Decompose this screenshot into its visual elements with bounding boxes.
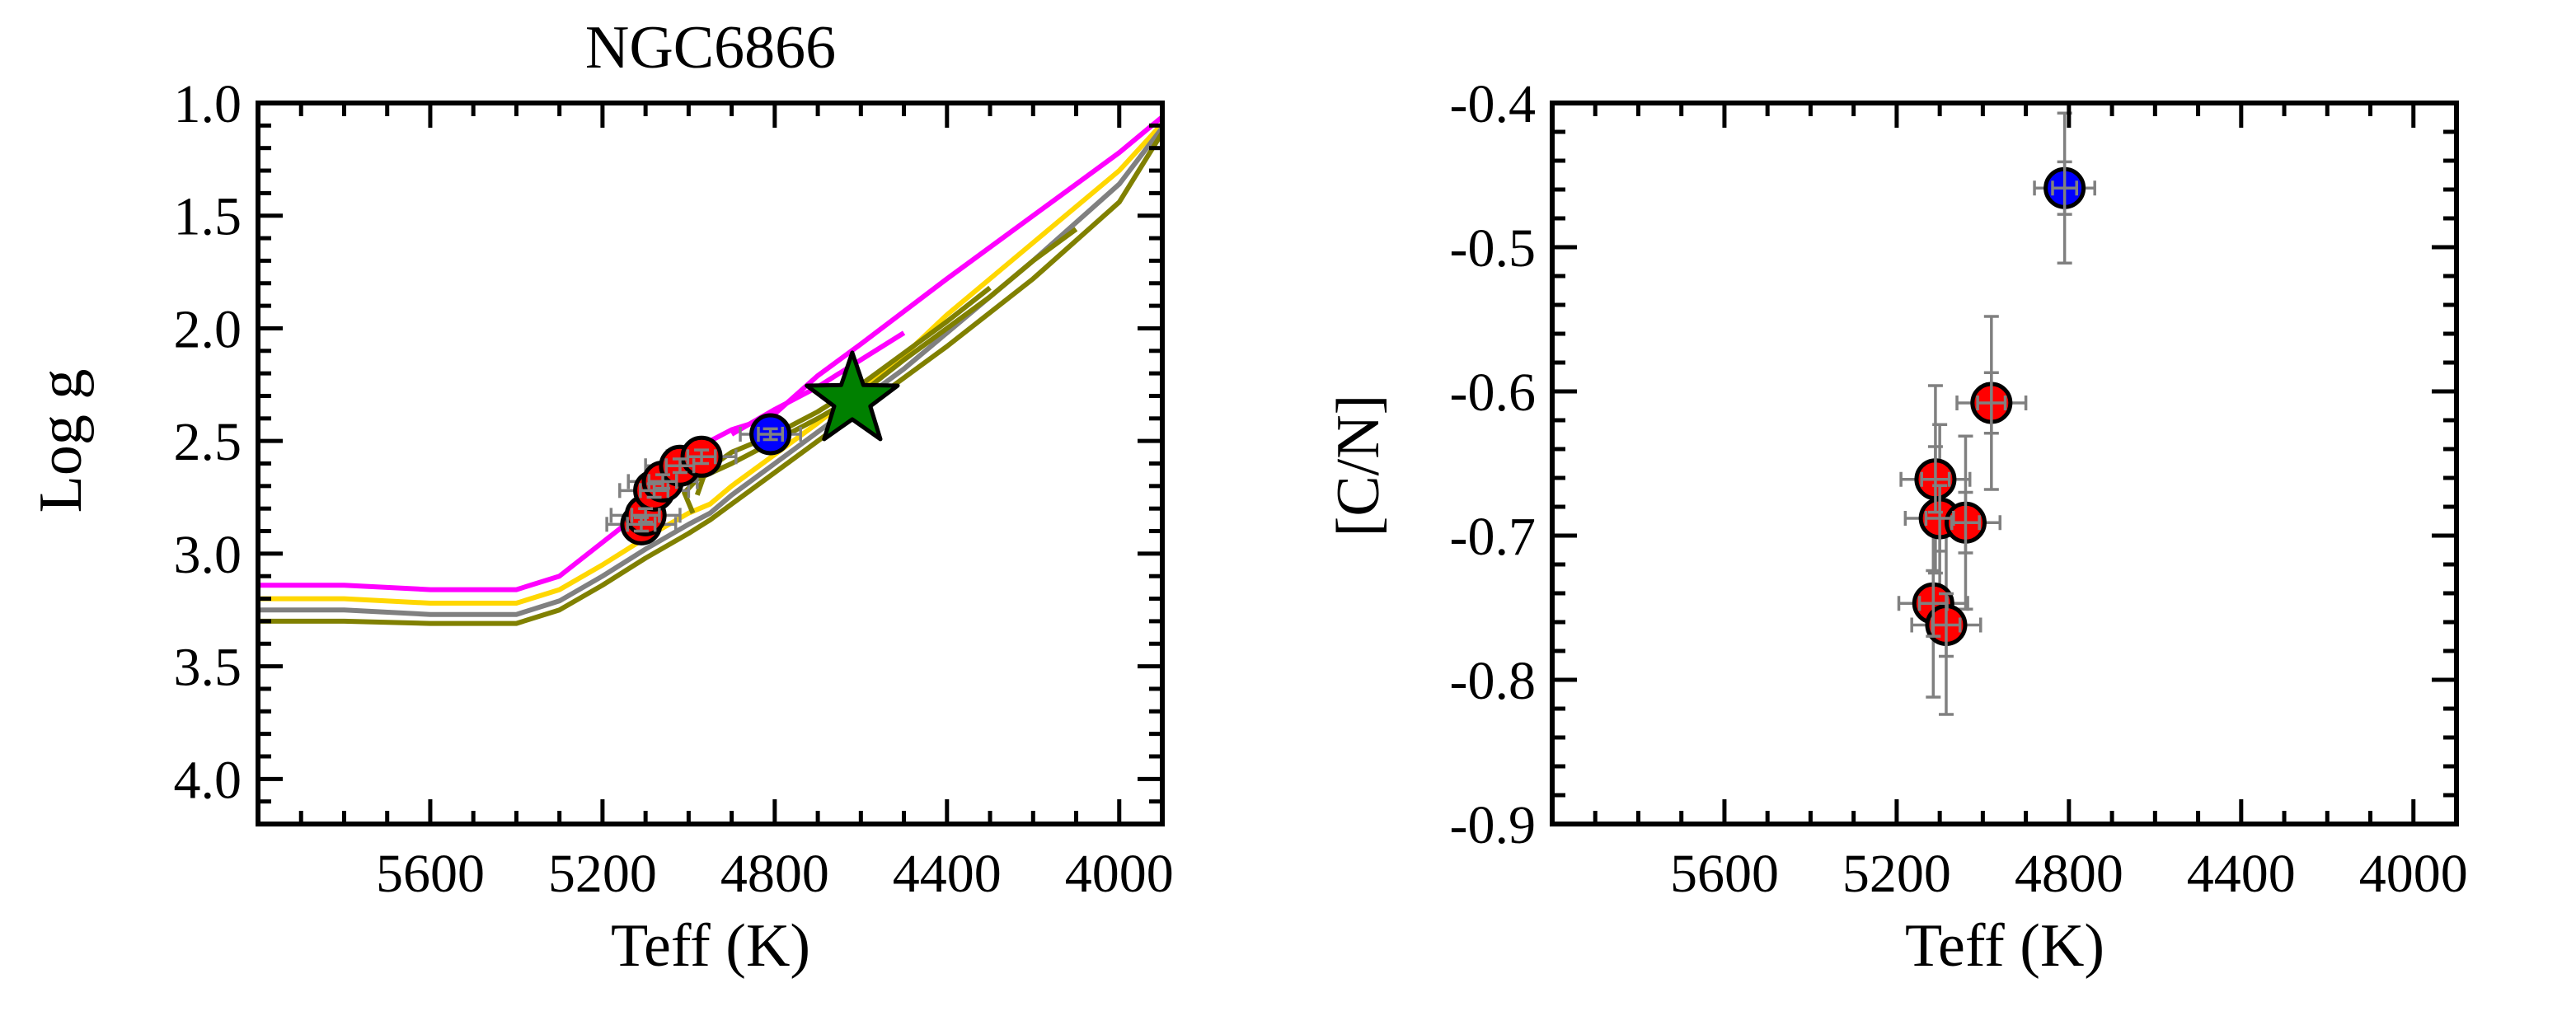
y-tick-label: 3.5 <box>174 638 242 698</box>
panel-logg-teff: NGC6866 Teff (K) Log g 5600 5200 4800 4400 4… <box>27 14 1174 980</box>
y-tick-label: -0.9 <box>1450 795 1536 855</box>
green-star-marker <box>805 350 900 442</box>
y-tick-label: -0.4 <box>1450 74 1536 134</box>
x-tick-label: 5200 <box>548 844 657 904</box>
isochrone-line <box>258 128 1162 626</box>
plot-area <box>1897 111 2096 716</box>
x-tick-label: 4800 <box>2015 844 2123 904</box>
plot-area <box>258 113 1162 626</box>
x-tick-label: 5600 <box>1670 844 1779 904</box>
y-tick-label: -0.5 <box>1450 218 1536 279</box>
isochrone-line <box>258 124 1162 617</box>
x-tick-label: 5600 <box>376 844 485 904</box>
y-tick-label: 3.0 <box>174 525 242 585</box>
plot-frame <box>256 101 1165 826</box>
y-tick-label: -0.8 <box>1450 651 1536 711</box>
x-tick-label: 5200 <box>1842 844 1951 904</box>
y-tick-label: 2.5 <box>174 412 242 472</box>
y-axis-label: Log g <box>27 369 95 513</box>
y-tick-label: -0.6 <box>1450 363 1536 423</box>
x-tick-label: 4000 <box>1065 844 1174 904</box>
y-tick-label: -0.7 <box>1450 507 1536 567</box>
plot-frame <box>1550 101 2459 826</box>
panel-cn-teff: Teff (K) [C/N] 5600 5200 4800 4400 4000 -0.4 -… <box>1325 74 2468 980</box>
y-axis-label: [C/N] <box>1325 395 1392 537</box>
x-tick-label: 4800 <box>720 844 829 904</box>
x-tick-label: 4000 <box>2359 844 2468 904</box>
x-tick-label: 4400 <box>2187 844 2296 904</box>
x-axis-label: Teff (K) <box>1905 912 2104 980</box>
y-tick-label: 2.0 <box>174 299 242 359</box>
y-tick-label: 1.5 <box>174 187 242 247</box>
y-tick-label: 4.0 <box>174 750 242 810</box>
x-tick-label: 4400 <box>893 844 1002 904</box>
y-tick-label: 1.0 <box>174 74 242 134</box>
chart-title: NGC6866 <box>585 14 836 82</box>
x-axis-label: Teff (K) <box>611 912 810 980</box>
isochrone-line <box>258 119 1162 606</box>
